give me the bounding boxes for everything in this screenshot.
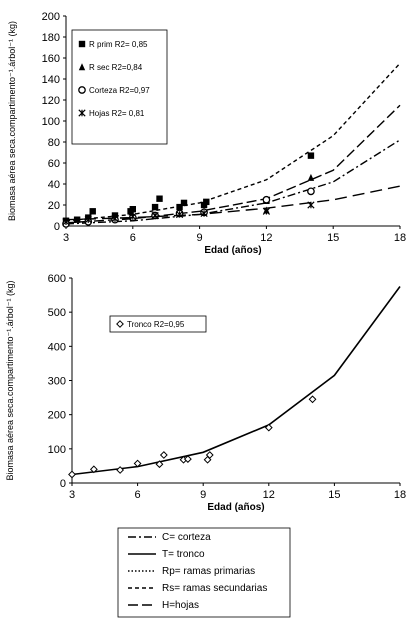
- y-tick-label: 200: [42, 11, 60, 23]
- y-tick-label: 100: [42, 116, 60, 128]
- x-tick-label: 3: [69, 489, 75, 501]
- data-point: [62, 218, 70, 226]
- y-tick-label: 40: [48, 179, 60, 191]
- legend: R prim R2= 0,85 R sec R2=0,84 Corteza R2=0…: [71, 29, 168, 145]
- legend-marker: [78, 40, 86, 48]
- x-tick-label: 9: [200, 489, 206, 501]
- y-tick-label: 80: [48, 137, 60, 149]
- y-tick-label: 100: [48, 444, 66, 456]
- legend-marker: [78, 86, 86, 94]
- data-point: [183, 455, 192, 463]
- data-point: [89, 208, 96, 215]
- data-point: [307, 173, 315, 181]
- fit-curve-3: [65, 104, 401, 224]
- legend-entry: R prim R2= 0,85: [89, 40, 148, 49]
- data-point: [307, 187, 315, 196]
- legend-entry: R sec R2=0,84: [89, 63, 143, 72]
- x-axis-title: Edad (años): [207, 502, 264, 513]
- x-tick-label: 6: [135, 489, 141, 501]
- data-point: [84, 216, 92, 224]
- bottom-legend-box: [117, 527, 291, 618]
- x-tick-label: 9: [197, 232, 203, 244]
- bottom-legend: C= corteza T= tronco Rp= ramas primarias Rs…: [117, 527, 291, 618]
- data-point: [159, 451, 168, 459]
- legend-box: [109, 315, 207, 333]
- x-tick-label: 18: [394, 232, 406, 244]
- fit-curve-2: [65, 139, 401, 225]
- y-tick-label: 0: [60, 478, 66, 490]
- data-point: [262, 207, 271, 215]
- legend-entry: Corteza R2=0,97: [89, 86, 150, 95]
- legend-marker: [116, 320, 124, 328]
- y-tick-label: 140: [42, 74, 60, 86]
- bottom-legend-label: Rp= ramas primarias: [162, 566, 255, 577]
- x-tick-label: 6: [130, 232, 136, 244]
- x-tick-label: 15: [328, 489, 340, 501]
- chart-1: 0 20 40 60 80 100 120 140 160 180 200 3 6 9 12 15 18 Edad…: [7, 11, 406, 256]
- data-point: [200, 209, 208, 218]
- data-point: [307, 152, 315, 159]
- data-point: [262, 195, 271, 204]
- y-axis-title: Biomasa aérea seca.compartimento⁻¹.árbol…: [5, 280, 15, 480]
- bottom-legend-label: Rs= ramas secundarias: [162, 583, 267, 594]
- y-tick-label: 600: [48, 273, 66, 285]
- fit-curve-1: [71, 286, 401, 476]
- data-point: [176, 203, 183, 211]
- y-tick-label: 0: [54, 221, 60, 233]
- legend-marker: [78, 63, 86, 71]
- data-point: [151, 203, 159, 211]
- x-tick-label: 15: [327, 232, 339, 244]
- data-point: [133, 459, 142, 468]
- bottom-legend-label: T= tronco: [162, 549, 205, 560]
- data-point: [68, 470, 76, 479]
- y-tick-label: 120: [42, 95, 60, 107]
- data-point: [129, 212, 137, 221]
- fit-curve-4: [65, 185, 401, 221]
- y-tick-label: 180: [42, 32, 60, 44]
- y-tick-label: 500: [48, 307, 66, 319]
- legend-entry: Tronco R2=0,95: [127, 320, 185, 329]
- data-point: [203, 198, 210, 206]
- legend: Tronco R2=0,95: [109, 315, 207, 333]
- y-tick-label: 200: [48, 410, 66, 422]
- bottom-legend-label: H=hojas: [162, 600, 199, 611]
- chart-2: 0 100 200 300 400 500 600 3 6 9 12 15 18 Edad (años) B…: [5, 273, 406, 513]
- data-point: [156, 195, 163, 202]
- data-point: [308, 395, 317, 404]
- y-tick-label: 60: [48, 158, 60, 170]
- y-tick-label: 160: [42, 53, 60, 65]
- x-tick-label: 18: [394, 489, 406, 501]
- legend-entry: Hojas R2= 0,81: [89, 109, 145, 118]
- data-point: [116, 466, 125, 474]
- data-point: [129, 206, 136, 213]
- data-point: [175, 210, 184, 219]
- y-axis-title: Biomasa aérea seca.compartimento⁻¹.árbol…: [7, 21, 17, 221]
- data-point: [151, 211, 159, 220]
- y-tick-label: 400: [48, 341, 66, 353]
- y-tick-label: 300: [48, 376, 66, 388]
- legend-box: [71, 29, 168, 145]
- x-axis-title: Edad (años): [204, 245, 261, 256]
- data-point: [155, 460, 164, 469]
- y-tick-label: 20: [48, 200, 60, 212]
- bottom-legend-label: C= corteza: [162, 532, 211, 543]
- data-point: [111, 215, 119, 223]
- data-point: [264, 423, 273, 432]
- x-tick-label: 12: [263, 489, 275, 501]
- fit-curve-1: [65, 62, 401, 222]
- x-tick-label: 3: [63, 232, 69, 244]
- data-point: [205, 451, 214, 459]
- legend-marker: [78, 109, 86, 117]
- data-point: [307, 201, 315, 209]
- data-point: [89, 465, 98, 474]
- x-tick-label: 12: [260, 232, 272, 244]
- data-point: [180, 199, 188, 207]
